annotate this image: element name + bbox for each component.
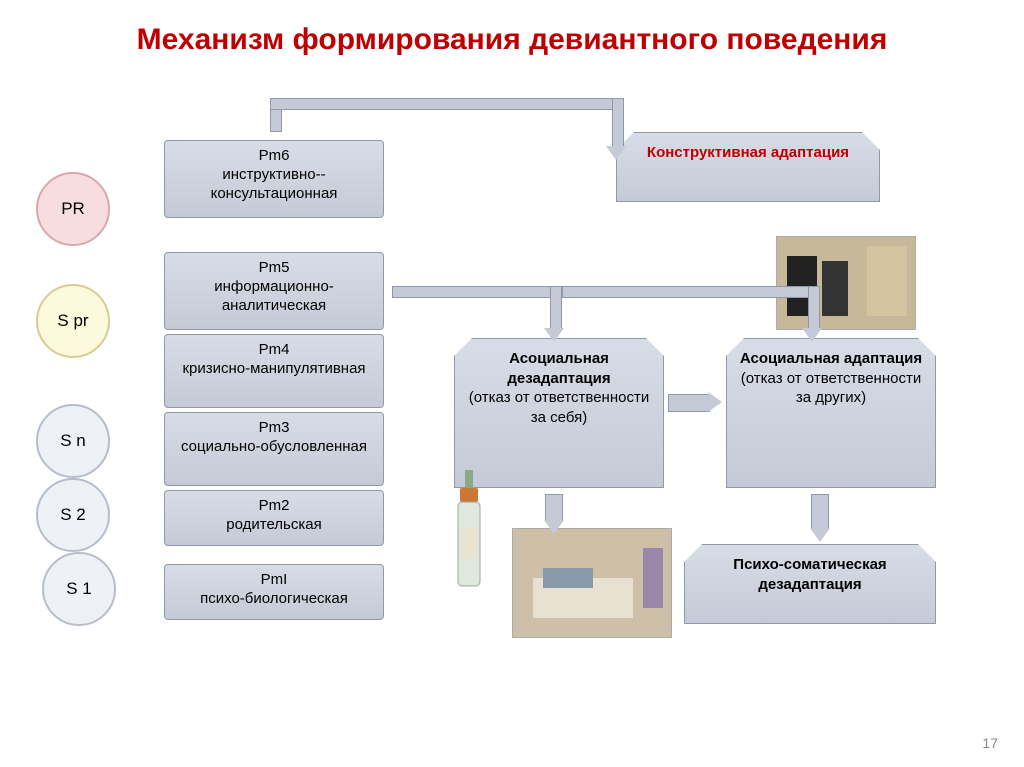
bottle-image: [450, 468, 488, 590]
robbery-image: [776, 236, 916, 330]
pm4-box: Рm4кризисно-манипулятивная: [164, 334, 384, 408]
circle-pr: PR: [36, 172, 110, 246]
pm5-box: Рm5информационно-аналитическая: [164, 252, 384, 330]
hospital-image: [512, 528, 672, 638]
pm1-box: РmIпсихо-биологическая: [164, 564, 384, 620]
circle-spr: S pr: [36, 284, 110, 358]
constructive-box: Конструктивная адаптация: [616, 132, 880, 202]
pm3-box: Рm3социально-обусловленная: [164, 412, 384, 486]
adapt-box: Асоциальная адаптация(отказ от ответстве…: [726, 338, 936, 488]
circle-s2: S 2: [36, 478, 110, 552]
psycho-box: Психо-соматическая дезадаптация: [684, 544, 936, 624]
circle-sn: S n: [36, 404, 110, 478]
page-title: Механизм формирования девиантного поведе…: [0, 0, 1024, 69]
page-number: 17: [982, 735, 998, 751]
pm6-box: Рm6инструктивно--консультационная: [164, 140, 384, 218]
pm2-box: Рm2родительская: [164, 490, 384, 546]
circle-s1: S 1: [42, 552, 116, 626]
dezadapt-box: Асоциальная дезадаптация(отказ от ответс…: [454, 338, 664, 488]
